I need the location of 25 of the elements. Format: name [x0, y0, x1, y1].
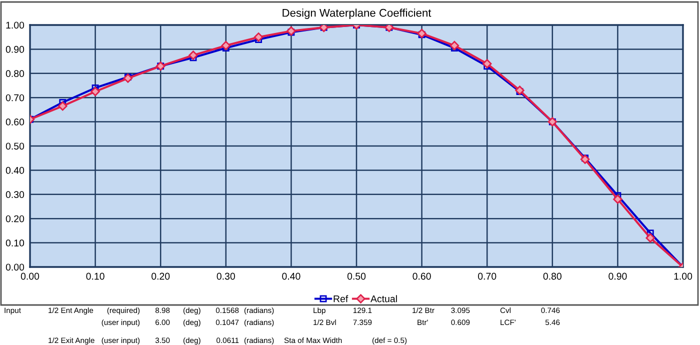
- x-tick-label: 0.80: [543, 272, 562, 280]
- x-tick-label: 0.20: [152, 272, 170, 280]
- y-tick-label: 0.10: [6, 240, 24, 246]
- y-tick-label: 1.00: [6, 22, 24, 29]
- legend-label: Actual: [370, 295, 397, 302]
- y-tick-label: 0.90: [6, 46, 24, 53]
- x-tick-label: 0.60: [412, 272, 431, 280]
- y-tick-label: 0.00: [6, 264, 24, 271]
- y-tick-label: 0.80: [6, 70, 24, 78]
- y-tick-label: 0.40: [6, 166, 24, 174]
- x-tick-label: 0.10: [86, 272, 104, 280]
- legend-label: Ref: [334, 295, 348, 302]
- x-tick-label: 0.50: [347, 272, 366, 280]
- x-tick-label: 0.30: [216, 272, 235, 280]
- y-tick-label: 0.50: [6, 142, 24, 150]
- x-tick-label: 0.90: [608, 272, 627, 280]
- x-tick-label: 0.00: [20, 272, 40, 280]
- x-tick-label: 1.00: [674, 272, 692, 280]
- x-tick-label: 0.40: [282, 272, 300, 280]
- chart-title: Design Waterplane Coefficient: [282, 8, 432, 19]
- y-tick-label: 0.20: [6, 215, 24, 222]
- y-tick-label: 0.60: [6, 118, 24, 126]
- x-tick-label: 0.70: [478, 272, 496, 280]
- y-tick-label: 0.30: [6, 191, 24, 198]
- y-tick-label: 0.70: [6, 94, 24, 102]
